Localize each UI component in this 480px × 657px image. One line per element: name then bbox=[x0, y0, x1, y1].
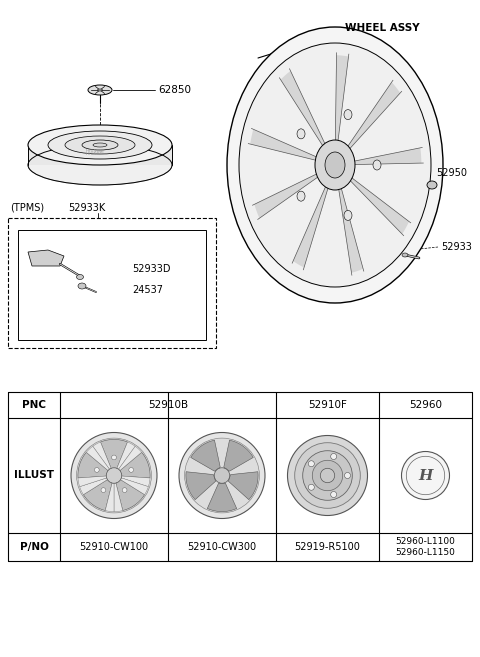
Polygon shape bbox=[335, 165, 409, 234]
Ellipse shape bbox=[179, 432, 265, 518]
Polygon shape bbox=[335, 55, 348, 165]
Ellipse shape bbox=[214, 468, 230, 484]
Polygon shape bbox=[78, 452, 108, 478]
Ellipse shape bbox=[331, 453, 336, 459]
Text: 52933K: 52933K bbox=[68, 203, 105, 213]
Text: HYUNDAI: HYUNDAI bbox=[86, 149, 104, 153]
Ellipse shape bbox=[297, 191, 305, 201]
Ellipse shape bbox=[65, 136, 135, 154]
Polygon shape bbox=[117, 442, 135, 469]
Ellipse shape bbox=[320, 468, 335, 483]
Polygon shape bbox=[335, 165, 363, 273]
Polygon shape bbox=[254, 165, 335, 218]
Bar bbox=[18, 230, 206, 340]
Ellipse shape bbox=[325, 152, 345, 178]
Polygon shape bbox=[116, 480, 144, 510]
Text: H: H bbox=[418, 468, 432, 482]
Text: HYUNDAI: HYUNDAI bbox=[86, 152, 104, 156]
Ellipse shape bbox=[373, 160, 381, 170]
Polygon shape bbox=[281, 71, 335, 165]
Ellipse shape bbox=[112, 455, 116, 460]
Ellipse shape bbox=[93, 143, 107, 147]
Text: 52910F: 52910F bbox=[308, 400, 347, 410]
Polygon shape bbox=[224, 440, 253, 471]
Text: 52960: 52960 bbox=[409, 400, 442, 410]
Polygon shape bbox=[250, 129, 335, 165]
Polygon shape bbox=[335, 148, 421, 165]
Text: 52933D: 52933D bbox=[132, 264, 170, 274]
Text: ILLUST: ILLUST bbox=[14, 470, 54, 480]
Ellipse shape bbox=[106, 468, 122, 484]
Polygon shape bbox=[105, 483, 114, 512]
Polygon shape bbox=[78, 476, 107, 487]
Text: PNC: PNC bbox=[22, 400, 46, 410]
Ellipse shape bbox=[227, 27, 443, 303]
Polygon shape bbox=[84, 480, 112, 510]
Ellipse shape bbox=[88, 85, 112, 95]
Ellipse shape bbox=[288, 436, 368, 516]
Ellipse shape bbox=[185, 438, 259, 513]
Ellipse shape bbox=[308, 461, 314, 466]
Ellipse shape bbox=[28, 145, 172, 185]
Ellipse shape bbox=[95, 468, 99, 472]
Text: 52910-CW100: 52910-CW100 bbox=[79, 542, 149, 552]
Text: 52933: 52933 bbox=[441, 242, 472, 252]
Text: P/NO: P/NO bbox=[20, 542, 48, 552]
Text: 52960-L1100
52960-L1150: 52960-L1100 52960-L1150 bbox=[396, 537, 456, 556]
Ellipse shape bbox=[402, 253, 408, 257]
Polygon shape bbox=[86, 446, 109, 470]
Text: 24537: 24537 bbox=[132, 285, 163, 295]
Polygon shape bbox=[186, 472, 216, 500]
Polygon shape bbox=[80, 478, 108, 495]
Ellipse shape bbox=[290, 90, 324, 240]
Ellipse shape bbox=[308, 484, 314, 490]
Ellipse shape bbox=[82, 140, 118, 150]
Ellipse shape bbox=[345, 472, 350, 478]
Ellipse shape bbox=[315, 140, 355, 190]
Ellipse shape bbox=[129, 468, 133, 472]
Ellipse shape bbox=[344, 210, 352, 220]
Ellipse shape bbox=[71, 432, 157, 518]
Polygon shape bbox=[100, 440, 128, 468]
Polygon shape bbox=[293, 165, 335, 267]
Ellipse shape bbox=[297, 129, 305, 139]
Polygon shape bbox=[207, 484, 237, 512]
Ellipse shape bbox=[78, 283, 86, 289]
Text: WHEEL ASSY: WHEEL ASSY bbox=[345, 23, 420, 33]
Text: 62850: 62850 bbox=[158, 85, 191, 95]
Polygon shape bbox=[28, 250, 64, 266]
Text: 52910-CW300: 52910-CW300 bbox=[187, 542, 257, 552]
Polygon shape bbox=[228, 472, 258, 500]
Ellipse shape bbox=[312, 461, 343, 491]
Ellipse shape bbox=[295, 443, 360, 509]
Ellipse shape bbox=[294, 91, 328, 238]
Ellipse shape bbox=[28, 125, 172, 165]
Ellipse shape bbox=[48, 131, 152, 159]
Polygon shape bbox=[121, 476, 150, 487]
Bar bbox=[8, 218, 216, 348]
Ellipse shape bbox=[101, 487, 106, 493]
Text: 52910B: 52910B bbox=[148, 400, 188, 410]
Polygon shape bbox=[335, 82, 400, 165]
Ellipse shape bbox=[401, 451, 449, 499]
Polygon shape bbox=[191, 440, 220, 471]
Text: 52950: 52950 bbox=[436, 168, 467, 178]
Polygon shape bbox=[120, 478, 148, 495]
Ellipse shape bbox=[97, 89, 103, 91]
Polygon shape bbox=[114, 483, 123, 512]
Text: (TPMS): (TPMS) bbox=[10, 203, 44, 213]
Ellipse shape bbox=[427, 181, 437, 189]
Polygon shape bbox=[120, 452, 150, 478]
Polygon shape bbox=[119, 446, 142, 470]
Polygon shape bbox=[93, 442, 111, 469]
Ellipse shape bbox=[331, 491, 336, 497]
Text: 52919-R5100: 52919-R5100 bbox=[295, 542, 360, 552]
Ellipse shape bbox=[239, 43, 431, 287]
Ellipse shape bbox=[77, 438, 151, 513]
Ellipse shape bbox=[344, 110, 352, 120]
FancyBboxPatch shape bbox=[28, 145, 172, 165]
Ellipse shape bbox=[122, 487, 127, 493]
Ellipse shape bbox=[303, 451, 352, 500]
Ellipse shape bbox=[76, 275, 84, 279]
